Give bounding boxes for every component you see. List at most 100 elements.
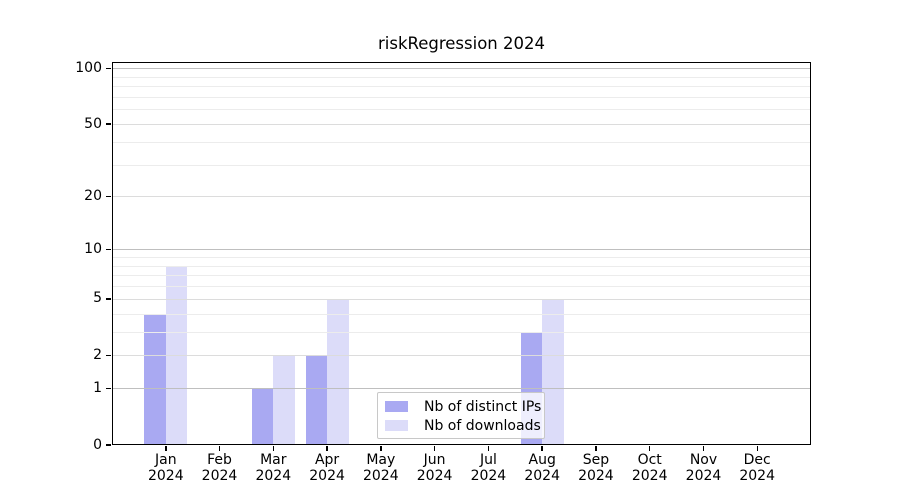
year-label: 2024 (524, 468, 560, 484)
gridline-y-30 (112, 164, 811, 166)
y-tick-50 (106, 123, 111, 125)
y-tick-10 (106, 248, 111, 250)
month-name: Mar (260, 452, 287, 468)
gridline-y-50 (112, 124, 811, 125)
year-label: 2024 (416, 468, 453, 484)
month-name: Sep (582, 452, 610, 468)
x-tick-label-jan: Jan 2024 (134, 452, 198, 484)
x-tick-sep (595, 446, 597, 451)
y-tick-label-50: 50 (84, 115, 102, 132)
month-name: Nov (689, 452, 718, 468)
chart-title: riskRegression 2024 (377, 34, 545, 53)
month-name: Oct (637, 452, 662, 468)
year-label: 2024 (309, 468, 345, 484)
y-tick-100 (106, 67, 111, 69)
y-tick-label-100: 100 (75, 59, 102, 76)
year-label: 2024 (362, 468, 399, 484)
x-tick-label-nov: Nov 2024 (672, 452, 736, 484)
plot-area (112, 62, 811, 445)
legend-label-downloads: Nb of downloads (424, 417, 541, 434)
legend: Nb of distinct IPs Nb of downloads (377, 392, 545, 439)
bar-nb-of-distinct-ips-jan (144, 313, 166, 445)
y-tick-1 (106, 387, 111, 390)
y-tick-20 (106, 195, 111, 198)
gridline-y-7 (112, 275, 811, 277)
y-tick-5 (106, 298, 111, 300)
y-tick-2 (106, 354, 111, 357)
gridline-y-2 (112, 355, 811, 357)
y-tick-label-1: 1 (93, 379, 102, 396)
month-name: May (366, 452, 396, 468)
year-label: 2024 (739, 468, 775, 484)
x-tick-jun (433, 446, 436, 451)
gridline-y-40 (112, 141, 811, 143)
x-tick-label-apr: Apr 2024 (295, 452, 359, 484)
y-tick-label-10: 10 (84, 240, 102, 257)
gridline-y-20 (112, 196, 811, 198)
x-tick-mar (272, 446, 275, 451)
year-label: 2024 (685, 468, 722, 484)
month-name: Jan (155, 452, 177, 468)
x-tick-label-may: May 2024 (349, 452, 413, 484)
gridline-y-9 (112, 257, 811, 258)
legend-item-distinct-ips: Nb of distinct IPs (385, 397, 544, 416)
legend-swatch-downloads (385, 420, 408, 431)
x-tick-label-sep: Sep 2024 (564, 452, 628, 484)
bar-nb-of-downloads-aug (542, 298, 564, 445)
x-tick-jul (487, 446, 490, 451)
y-tick-label-5: 5 (93, 290, 102, 307)
x-tick-nov (702, 446, 705, 451)
legend-item-downloads: Nb of downloads (385, 416, 544, 435)
gridline-y-60 (112, 109, 811, 111)
legend-swatch-distinct-ips (385, 401, 408, 412)
gridline-y-10 (112, 249, 811, 251)
x-tick-label-jul: Jul 2024 (456, 452, 520, 484)
x-tick-oct (648, 446, 651, 451)
x-tick-apr (326, 446, 328, 451)
x-tick-dec (756, 446, 758, 451)
bar-nb-of-distinct-ips-apr (305, 355, 328, 445)
month-name: Apr (314, 452, 340, 468)
x-tick-label-mar: Mar 2024 (241, 452, 305, 484)
month-name: Aug (528, 452, 556, 468)
gridline-y-1 (112, 388, 811, 390)
gridline-y-70 (112, 97, 811, 98)
gridline-y-80 (112, 86, 811, 88)
gridline-y-90 (112, 76, 811, 78)
x-tick-aug (541, 446, 543, 451)
gridline-y-3 (112, 331, 811, 333)
year-label: 2024 (147, 468, 184, 484)
y-tick-0 (106, 444, 111, 446)
y-tick-label-2: 2 (93, 346, 102, 363)
y-tick-label-0: 0 (93, 436, 102, 453)
gridline-y-8 (112, 265, 811, 267)
month-name: Feb (207, 452, 232, 468)
gridline-y-5 (112, 298, 811, 300)
bar-nb-of-distinct-ips-mar (251, 388, 274, 445)
y-tick-label-20: 20 (84, 187, 102, 204)
year-label: 2024 (578, 468, 614, 484)
gridline-y-6 (112, 286, 811, 288)
year-label: 2024 (631, 468, 668, 484)
month-name: Jul (479, 452, 497, 468)
x-tick-feb (218, 446, 221, 451)
x-tick-label-dec: Dec 2024 (725, 452, 789, 484)
x-tick-label-feb: Feb 2024 (188, 452, 252, 484)
x-tick-jan (165, 446, 167, 451)
x-tick-may (380, 446, 382, 451)
bar-nb-of-downloads-jan (165, 265, 188, 445)
legend-label-distinct-ips: Nb of distinct IPs (424, 398, 542, 415)
month-name: Jun (423, 452, 446, 468)
x-tick-label-aug: Aug 2024 (510, 452, 574, 484)
year-label: 2024 (255, 468, 292, 484)
bar-nb-of-downloads-mar (273, 355, 295, 445)
bar-nb-of-downloads-apr (327, 298, 349, 445)
x-tick-label-jun: Jun 2024 (403, 452, 467, 484)
year-label: 2024 (470, 468, 507, 484)
gridline-y-100 (112, 68, 811, 70)
gridline-y-4 (112, 313, 811, 315)
x-tick-label-oct: Oct 2024 (618, 452, 682, 484)
year-label: 2024 (201, 468, 238, 484)
month-name: Dec (743, 452, 771, 468)
